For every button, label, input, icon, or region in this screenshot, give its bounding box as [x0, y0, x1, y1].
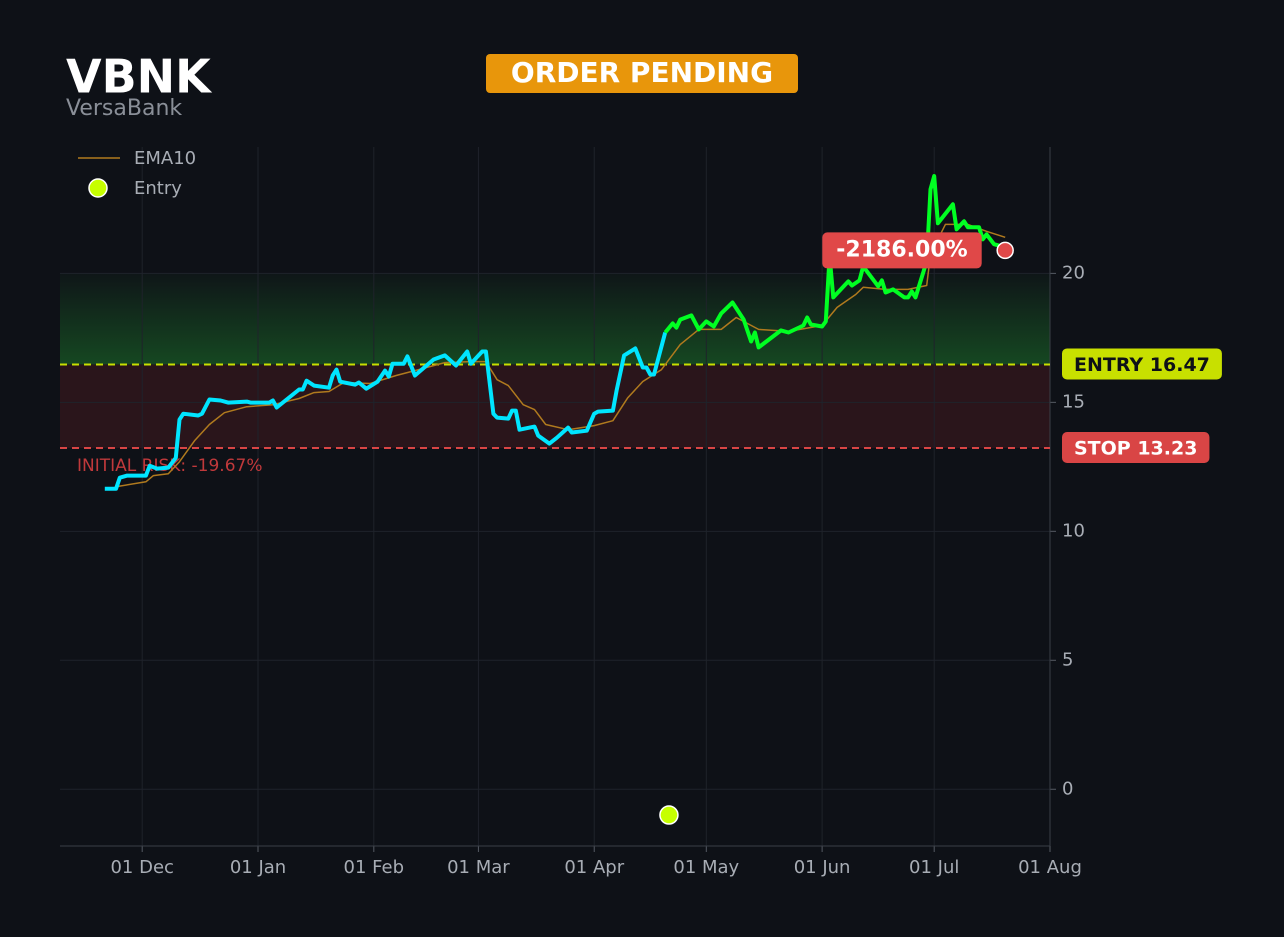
x-tick-label: 01 Apr — [564, 857, 624, 878]
y-tick-label: 0 — [1062, 778, 1073, 799]
x-tick-label: 01 Aug — [1018, 857, 1082, 878]
x-tick-label: 01 Dec — [110, 857, 173, 878]
status-badge — [486, 54, 798, 93]
x-tick-label: 01 Jul — [909, 857, 959, 878]
legend-marker — [88, 178, 108, 198]
zone — [60, 364, 1050, 449]
zone — [60, 273, 1050, 365]
y-tick-label: 20 — [1062, 262, 1085, 283]
company-subtitle: VersaBank — [66, 96, 182, 121]
last-point — [996, 241, 1014, 260]
x-tick-label: 01 Feb — [344, 857, 405, 878]
entry-label-bg — [1062, 348, 1222, 380]
entry-marker — [659, 805, 679, 825]
plot-area: 0 5 10 15 20 01 Dec 01 Jan 01 Feb 01 Mar 01 Apr 01… — [60, 147, 1222, 878]
ticker-title: VBNK — [66, 50, 213, 104]
price-line — [104, 331, 668, 491]
y-tick-label: 15 — [1062, 391, 1085, 412]
return-label: -2186.00% — [836, 237, 967, 262]
x-tick-label: 01 May — [673, 857, 739, 878]
stop-label: STOP 13.23 — [1074, 438, 1197, 460]
x-tick-label: 01 Jun — [794, 857, 851, 878]
price-line — [663, 174, 1002, 350]
status-text: ORDER PENDING — [511, 56, 773, 89]
entry-label: ENTRY 16.47 — [1074, 354, 1210, 376]
stop-label-bg — [1062, 432, 1210, 464]
x-tick-label: 01 Jan — [230, 857, 286, 878]
y-tick-label: 10 — [1062, 520, 1085, 541]
legend-label: Entry — [134, 178, 182, 199]
price-line — [115, 223, 1006, 488]
x-tick-label: 01 Mar — [447, 857, 510, 878]
legend-label: EMA10 — [134, 148, 196, 169]
return-label-bg — [822, 232, 982, 269]
y-tick-label: 5 — [1062, 649, 1073, 670]
